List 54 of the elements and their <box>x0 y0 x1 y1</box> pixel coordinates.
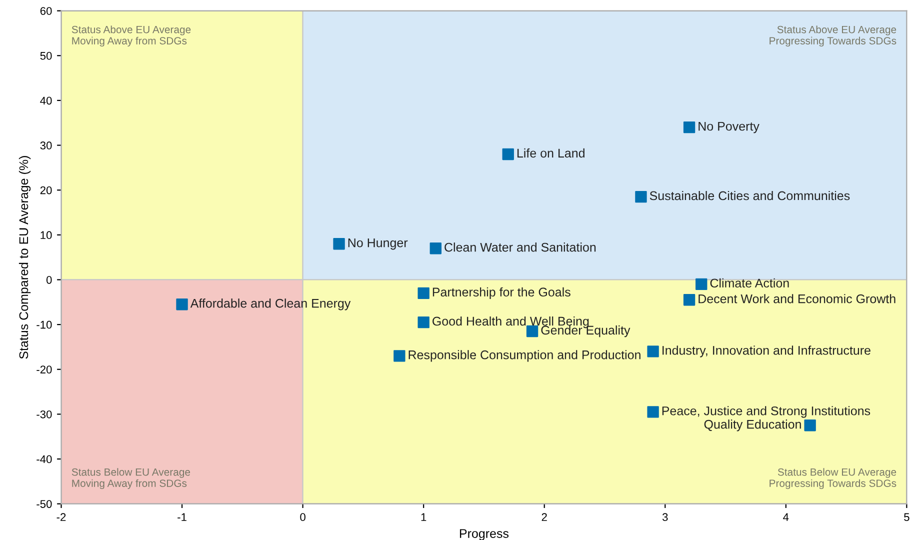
annotation: Sustainable Cities and Communities <box>650 190 850 200</box>
x-tick-label: 3 <box>662 513 668 522</box>
x-tick-label: 5 <box>904 513 910 522</box>
y-tick-label: 40 <box>40 96 52 105</box>
point <box>418 316 430 328</box>
point <box>176 298 188 310</box>
annotation: Status Below EU Average Progressing Towards SDGs <box>770 468 896 490</box>
point <box>647 406 659 418</box>
annotation: Life on Land <box>517 148 584 158</box>
x-axis-title: Progress <box>460 529 509 540</box>
y-tick-label: -50 <box>36 500 52 508</box>
point <box>683 121 696 134</box>
y-tick-label: -30 <box>36 410 52 418</box>
x-tick-label: -2 <box>56 513 66 521</box>
annotation: Status Above EU Average Moving Away from SDGs <box>72 26 191 47</box>
y-tick-label: -40 <box>36 455 52 464</box>
annotation: Peace, Justice and Strong Institutions <box>662 406 870 418</box>
x-tick-label: 0 <box>300 513 306 522</box>
annotation: Status Below EU Average Moving Away from SDGs <box>72 468 190 490</box>
point <box>394 350 406 362</box>
annotation: Quality Education <box>704 420 801 432</box>
point <box>502 148 514 160</box>
point <box>418 287 430 300</box>
point <box>804 420 816 432</box>
annotation: Industry, Innovation and Infrastructure <box>662 346 870 358</box>
point <box>635 190 647 203</box>
annotation: Responsible Consumption and Production <box>408 350 640 362</box>
annotation: Decent Work and Economic Growth <box>698 294 896 304</box>
annotation: Affordable and Clean Energy <box>190 298 351 310</box>
point <box>333 238 345 250</box>
point <box>430 242 442 254</box>
annotation: Partnership for the Goals <box>432 287 570 299</box>
x-tick-label: 2 <box>542 513 547 521</box>
annotation: Status Above EU Average Progressing Towards SDGs <box>770 26 896 47</box>
annotation: No Poverty <box>698 122 760 134</box>
y-tick-label: -10 <box>36 320 52 329</box>
annotation: Clean Water and Sanitation <box>444 242 596 252</box>
point <box>683 294 696 306</box>
x-tick-label: 1 <box>421 513 426 521</box>
y-tick-label: 50 <box>40 52 52 60</box>
x-tick-label: -1 <box>178 513 186 521</box>
y-tick-label: -20 <box>36 366 52 374</box>
annotation: Climate Action <box>710 278 789 288</box>
y-axis-title: Status Compared to EU Average (%) <box>18 156 31 359</box>
x-tick-label: 4 <box>783 513 789 521</box>
point <box>647 346 659 358</box>
y-tick-label: 10 <box>40 231 52 240</box>
y-tick-label: 60 <box>40 7 52 15</box>
y-tick-label: 20 <box>40 186 52 194</box>
point <box>526 325 538 338</box>
y-tick-label: 0 <box>46 276 52 284</box>
annotation: No Hunger <box>348 238 408 250</box>
point <box>696 278 708 290</box>
y-tick-label: 30 <box>40 142 52 150</box>
